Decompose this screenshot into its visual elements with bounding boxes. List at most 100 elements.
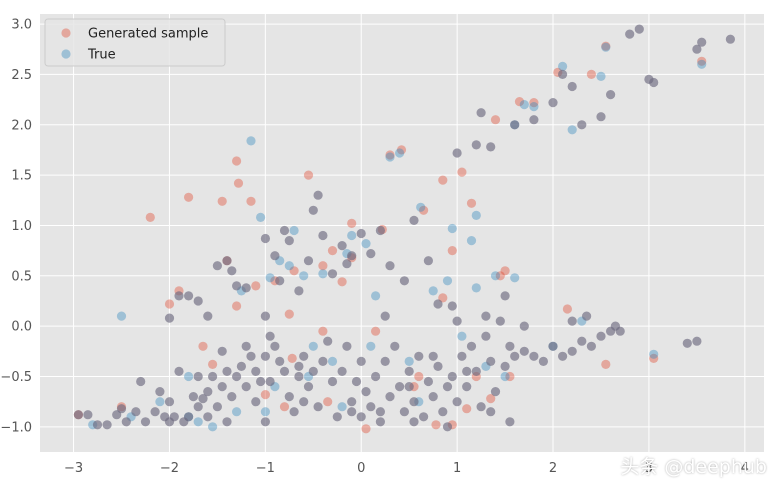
data-point xyxy=(404,382,414,392)
data-point xyxy=(208,422,218,432)
data-point xyxy=(299,351,309,361)
data-point xyxy=(375,225,385,236)
y-tick-label: 2.0 xyxy=(11,118,32,133)
data-point xyxy=(356,356,366,366)
data-point xyxy=(431,420,441,430)
data-point xyxy=(596,112,606,122)
data-point xyxy=(442,382,453,392)
data-point xyxy=(270,251,280,261)
data-point xyxy=(649,349,659,359)
data-point xyxy=(303,170,314,180)
data-point xyxy=(538,356,549,366)
legend-label: Generated sample xyxy=(88,27,208,42)
data-point xyxy=(275,276,285,286)
data-point xyxy=(385,392,395,402)
data-point xyxy=(193,371,203,382)
data-point xyxy=(184,412,194,422)
data-point xyxy=(169,412,179,422)
data-point xyxy=(303,256,314,266)
data-point xyxy=(193,296,203,306)
y-tick-label: −0.5 xyxy=(0,370,32,385)
data-point xyxy=(366,341,376,351)
data-point xyxy=(500,291,510,301)
data-point xyxy=(164,313,175,323)
data-point xyxy=(188,392,198,402)
data-point xyxy=(361,424,371,434)
data-point xyxy=(337,402,347,412)
data-point xyxy=(232,156,242,166)
data-point xyxy=(155,387,165,397)
data-point xyxy=(486,394,496,404)
x-tick-label: −2 xyxy=(160,461,179,476)
data-points xyxy=(73,24,736,434)
data-point xyxy=(145,212,155,222)
data-point xyxy=(342,341,352,351)
data-point xyxy=(428,351,438,361)
data-point xyxy=(150,407,160,417)
data-point xyxy=(452,397,462,407)
data-point xyxy=(558,61,568,71)
data-point xyxy=(327,376,338,387)
data-point xyxy=(423,376,433,387)
data-point xyxy=(136,376,146,387)
data-point xyxy=(251,281,261,291)
plot-area xyxy=(40,14,764,452)
data-point xyxy=(486,142,496,152)
data-point xyxy=(251,397,261,407)
data-point xyxy=(457,167,467,177)
data-point xyxy=(294,371,304,382)
data-point xyxy=(529,351,539,361)
x-tick-label: 4 xyxy=(741,461,749,476)
data-point xyxy=(447,246,457,256)
data-point xyxy=(289,266,299,276)
data-point xyxy=(490,387,501,397)
data-point xyxy=(634,24,644,34)
data-point xyxy=(404,356,414,366)
data-point xyxy=(476,402,486,412)
data-point xyxy=(351,376,362,387)
data-point xyxy=(313,190,323,200)
data-point xyxy=(409,215,419,225)
data-point xyxy=(318,356,328,366)
data-point xyxy=(208,359,218,369)
data-point xyxy=(457,351,467,361)
data-point xyxy=(241,283,251,293)
data-point xyxy=(500,266,510,276)
y-tick-label: 2.5 xyxy=(11,68,32,83)
data-point xyxy=(246,351,256,361)
legend-label: True xyxy=(87,48,116,63)
data-point xyxy=(121,417,131,427)
data-point xyxy=(203,387,213,397)
data-point xyxy=(567,125,577,135)
data-point xyxy=(529,102,539,112)
y-tick-label: 1.0 xyxy=(11,219,32,234)
y-tick-label: 1.5 xyxy=(11,169,32,184)
data-point xyxy=(385,152,395,162)
data-point xyxy=(596,71,606,81)
data-point xyxy=(174,291,184,301)
data-point xyxy=(447,301,457,311)
data-point xyxy=(284,261,294,271)
data-point xyxy=(246,136,256,146)
data-point xyxy=(308,205,318,215)
data-point xyxy=(428,286,438,296)
data-point xyxy=(232,281,242,291)
y-tick-label: 3.0 xyxy=(11,18,32,33)
data-point xyxy=(294,361,304,371)
data-point xyxy=(596,331,606,341)
data-point xyxy=(284,392,294,402)
data-point xyxy=(471,140,481,150)
data-point xyxy=(529,115,539,125)
data-point xyxy=(586,341,597,351)
data-point xyxy=(471,366,481,376)
data-point xyxy=(490,115,501,125)
data-point xyxy=(697,59,707,69)
data-point xyxy=(375,407,385,417)
data-point xyxy=(567,316,577,326)
data-point xyxy=(486,356,496,366)
data-point xyxy=(241,341,251,351)
data-point xyxy=(558,351,568,361)
watermark: 头条 @deephub xyxy=(620,456,767,478)
data-point xyxy=(337,241,347,251)
